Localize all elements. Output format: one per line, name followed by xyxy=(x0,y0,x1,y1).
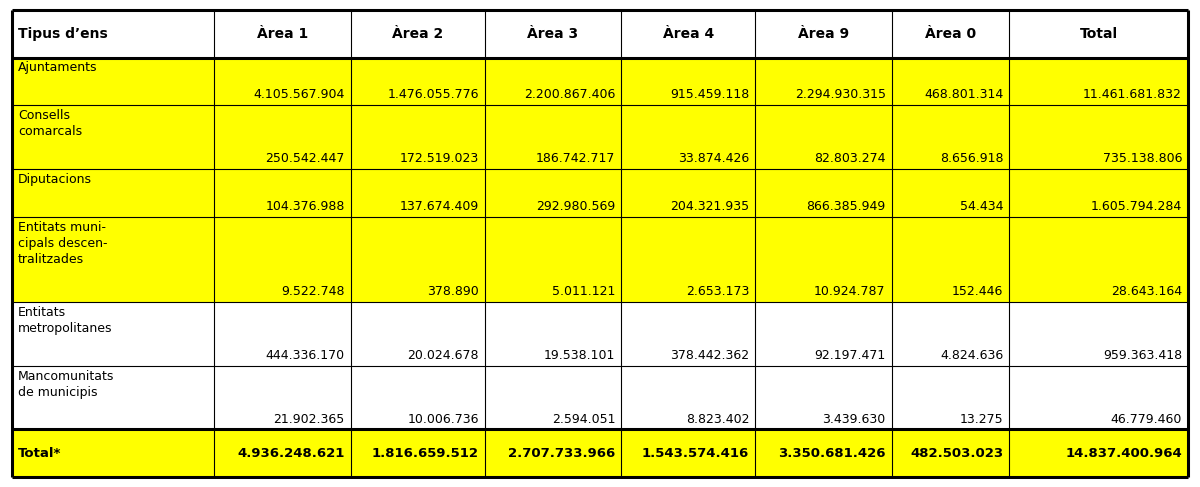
Text: 250.542.447: 250.542.447 xyxy=(265,152,344,165)
Text: 4.105.567.904: 4.105.567.904 xyxy=(253,89,344,101)
Text: 735.138.806: 735.138.806 xyxy=(1103,152,1182,165)
Text: 21.902.365: 21.902.365 xyxy=(274,412,344,426)
Text: Àrea 9: Àrea 9 xyxy=(798,27,850,40)
Text: 2.294.930.315: 2.294.930.315 xyxy=(794,89,886,101)
Text: Àrea 0: Àrea 0 xyxy=(925,27,976,40)
Text: 1.543.574.416: 1.543.574.416 xyxy=(642,447,749,460)
Text: 10.924.787: 10.924.787 xyxy=(814,285,886,298)
Text: 20.024.678: 20.024.678 xyxy=(407,349,479,362)
Text: 482.503.023: 482.503.023 xyxy=(910,447,1003,460)
Text: 1.605.794.284: 1.605.794.284 xyxy=(1091,200,1182,213)
Text: 33.874.426: 33.874.426 xyxy=(678,152,749,165)
Text: 2.707.733.966: 2.707.733.966 xyxy=(508,447,616,460)
Text: 152.446: 152.446 xyxy=(952,285,1003,298)
Text: 13.275: 13.275 xyxy=(960,412,1003,426)
Text: Consells
comarcals: Consells comarcals xyxy=(18,109,82,138)
Text: 378.442.362: 378.442.362 xyxy=(670,349,749,362)
Text: Entitats
metropolitanes: Entitats metropolitanes xyxy=(18,306,113,335)
Text: 186.742.717: 186.742.717 xyxy=(535,152,616,165)
Text: Entitats muni-
cipals descen-
tralitzades: Entitats muni- cipals descen- tralitzade… xyxy=(18,221,108,266)
Text: 4.936.248.621: 4.936.248.621 xyxy=(238,447,344,460)
Text: 378.890: 378.890 xyxy=(427,285,479,298)
Text: 104.376.988: 104.376.988 xyxy=(265,200,344,213)
Text: 468.801.314: 468.801.314 xyxy=(924,89,1003,101)
Text: Mancomunitats
de municipis: Mancomunitats de municipis xyxy=(18,370,114,398)
Text: Tipus d’ens: Tipus d’ens xyxy=(18,27,108,40)
Text: 10.006.736: 10.006.736 xyxy=(407,412,479,426)
Text: 2.653.173: 2.653.173 xyxy=(686,285,749,298)
Text: 19.538.101: 19.538.101 xyxy=(544,349,616,362)
Text: 3.439.630: 3.439.630 xyxy=(822,412,886,426)
Bar xyxy=(12,57,1188,302)
Text: 4.824.636: 4.824.636 xyxy=(940,349,1003,362)
Text: 28.643.164: 28.643.164 xyxy=(1111,285,1182,298)
Text: 444.336.170: 444.336.170 xyxy=(265,349,344,362)
Text: 5.011.121: 5.011.121 xyxy=(552,285,616,298)
Text: Diputacions: Diputacions xyxy=(18,173,92,186)
Text: 1.816.659.512: 1.816.659.512 xyxy=(372,447,479,460)
Text: Àrea 2: Àrea 2 xyxy=(392,27,443,40)
Text: Ajuntaments: Ajuntaments xyxy=(18,61,97,75)
Text: 9.522.748: 9.522.748 xyxy=(281,285,344,298)
Text: Àrea 3: Àrea 3 xyxy=(527,27,578,40)
Text: 137.674.409: 137.674.409 xyxy=(400,200,479,213)
Text: 8.823.402: 8.823.402 xyxy=(685,412,749,426)
Text: 915.459.118: 915.459.118 xyxy=(670,89,749,101)
Text: Àrea 4: Àrea 4 xyxy=(662,27,714,40)
Text: 866.385.949: 866.385.949 xyxy=(806,200,886,213)
Text: Total*: Total* xyxy=(18,447,61,460)
Text: 2.594.051: 2.594.051 xyxy=(552,412,616,426)
Text: 82.803.274: 82.803.274 xyxy=(814,152,886,165)
Text: 92.197.471: 92.197.471 xyxy=(815,349,886,362)
Text: 959.363.418: 959.363.418 xyxy=(1103,349,1182,362)
Bar xyxy=(12,10,1188,57)
Text: 14.837.400.964: 14.837.400.964 xyxy=(1066,447,1182,460)
Text: 2.200.867.406: 2.200.867.406 xyxy=(523,89,616,101)
Bar xyxy=(12,430,1188,477)
Text: 172.519.023: 172.519.023 xyxy=(400,152,479,165)
Text: 8.656.918: 8.656.918 xyxy=(940,152,1003,165)
Text: Total: Total xyxy=(1080,27,1117,40)
Text: 204.321.935: 204.321.935 xyxy=(670,200,749,213)
Text: Àrea 1: Àrea 1 xyxy=(257,27,308,40)
Text: 292.980.569: 292.980.569 xyxy=(536,200,616,213)
Text: 11.461.681.832: 11.461.681.832 xyxy=(1084,89,1182,101)
Bar xyxy=(12,302,1188,430)
Text: 54.434: 54.434 xyxy=(960,200,1003,213)
Text: 3.350.681.426: 3.350.681.426 xyxy=(778,447,886,460)
Text: 1.476.055.776: 1.476.055.776 xyxy=(388,89,479,101)
Text: 46.779.460: 46.779.460 xyxy=(1111,412,1182,426)
